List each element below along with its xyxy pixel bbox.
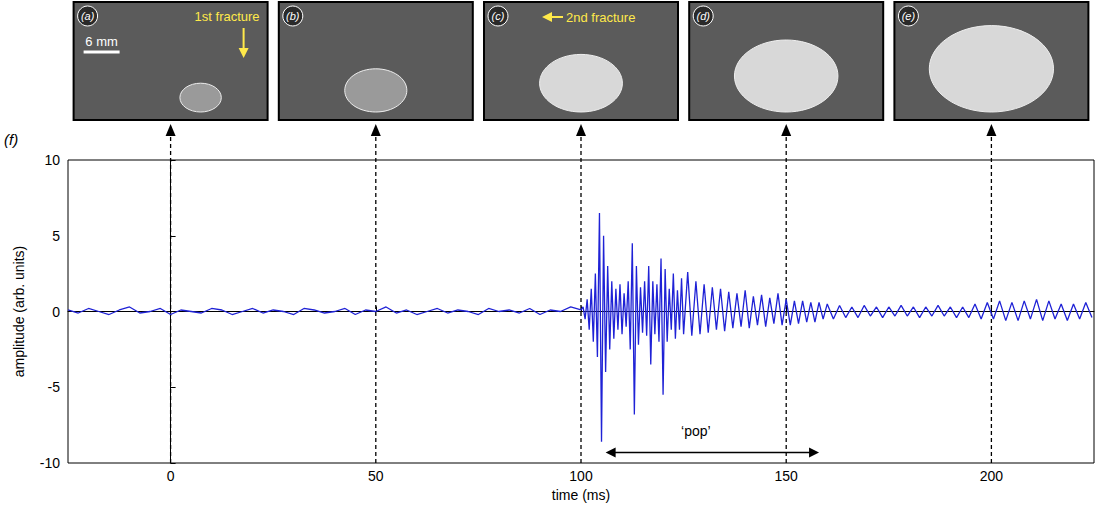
svg-text:(e): (e) [902, 10, 916, 22]
svg-text:-5: -5 [48, 379, 61, 395]
svg-text:amplitude (arb. units): amplitude (arb. units) [11, 246, 27, 378]
svg-text:200: 200 [980, 468, 1004, 484]
svg-text:0: 0 [167, 468, 175, 484]
svg-text:time (ms): time (ms) [552, 487, 610, 503]
svg-text:6 mm: 6 mm [85, 34, 118, 49]
svg-text:(b): (b) [286, 10, 300, 22]
svg-text:5: 5 [52, 228, 60, 244]
svg-text:(a): (a) [81, 10, 95, 22]
svg-text:100: 100 [569, 468, 593, 484]
svg-text:2nd fracture: 2nd fracture [566, 10, 635, 25]
svg-text:10: 10 [44, 152, 60, 168]
svg-text:0: 0 [52, 304, 60, 320]
svg-text:(d): (d) [696, 10, 710, 22]
svg-text:-10: -10 [40, 455, 60, 471]
svg-text:(c): (c) [492, 10, 505, 22]
svg-text:50: 50 [368, 468, 384, 484]
svg-text:(f): (f) [4, 131, 18, 148]
svg-text:‘pop’: ‘pop’ [681, 423, 711, 439]
svg-text:1st fracture: 1st fracture [195, 9, 260, 24]
svg-text:150: 150 [775, 468, 799, 484]
